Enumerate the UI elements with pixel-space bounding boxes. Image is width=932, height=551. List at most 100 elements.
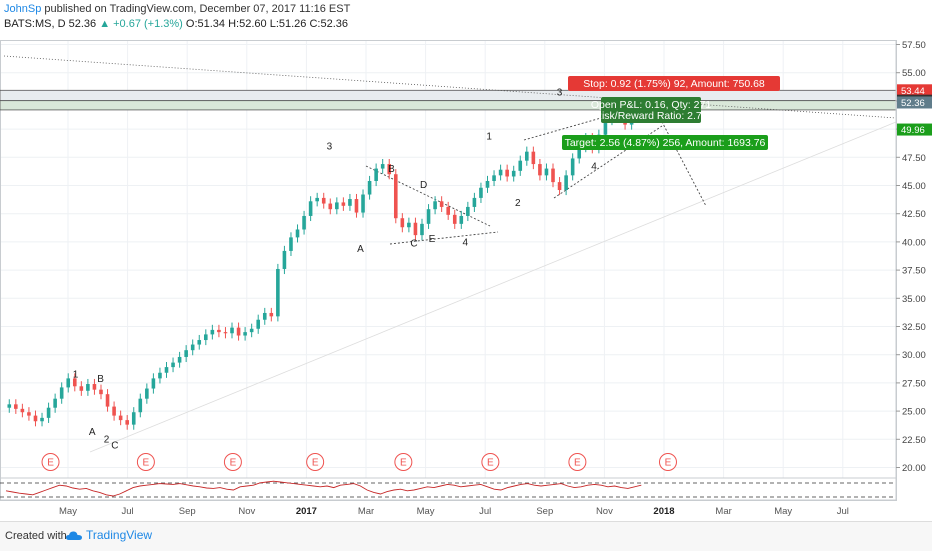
candle (249, 323, 254, 338)
candle (59, 382, 64, 404)
event-marker: E (223, 453, 242, 471)
wave-label: 4 (591, 162, 597, 173)
event-label: E (230, 458, 237, 469)
chart-header: JohnSp published on TradingView.com, Dec… (4, 3, 350, 15)
candle-body (361, 194, 365, 213)
y-tick-label: 47.50 (902, 153, 926, 164)
candle-body (7, 404, 12, 408)
candle-body (321, 197, 326, 204)
candle (570, 153, 575, 181)
wave-label: C (410, 238, 417, 249)
long-support-line (89, 121, 897, 453)
candle-body (498, 169, 503, 176)
candle-body (308, 201, 313, 216)
wave-label: 1 (486, 131, 492, 142)
trendlines (3, 55, 897, 453)
y-tick-label: 45.00 (902, 181, 926, 192)
time-axis: May Jul Sep Nov 2017 Mar May Jul Sep Nov 2018 Mar Ma… (59, 506, 849, 517)
candle-body (393, 174, 398, 219)
candle (505, 164, 509, 182)
candle-body (557, 182, 562, 191)
candle-body (105, 394, 110, 407)
candle-body (86, 384, 90, 391)
event-marker: E (306, 453, 325, 471)
candle (446, 201, 450, 220)
candle (538, 158, 542, 181)
candle (518, 155, 523, 176)
event-marker: E (481, 453, 500, 471)
stop-zone (0, 89, 897, 102)
wave-trendline (365, 165, 491, 227)
price-axis: 57.5055.0052.5050.0047.5045.0042.5040.00… (895, 40, 932, 500)
candle (439, 196, 444, 213)
y-tick-label: 55.00 (902, 68, 926, 79)
candle-body (151, 378, 156, 389)
candle-body (564, 175, 568, 191)
candle-body (551, 168, 555, 183)
candle-body (289, 237, 293, 251)
wave-label: 3 (557, 87, 563, 98)
wave-label: C (111, 440, 118, 451)
x-tick-label: Mar (358, 506, 374, 517)
candle-body (138, 398, 143, 413)
candle (99, 384, 103, 400)
event-circle (41, 453, 60, 471)
candle (472, 192, 477, 213)
candle-body (492, 175, 496, 181)
candle (551, 163, 555, 188)
open-value: O:51.34 (185, 18, 226, 30)
candle-body (452, 214, 457, 224)
candle (380, 158, 385, 174)
candle (511, 165, 516, 182)
candle-body (33, 415, 38, 422)
candle-body (125, 420, 129, 425)
candle (400, 213, 405, 233)
candle (204, 329, 208, 346)
event-marker: E (568, 453, 587, 471)
candle (92, 378, 97, 395)
candle (177, 351, 182, 368)
event-marker: E (658, 453, 677, 471)
event-label: E (47, 458, 54, 469)
candle (164, 362, 169, 378)
candle (341, 197, 346, 211)
candle-body (27, 412, 31, 416)
x-tick-label: Sep (179, 506, 196, 517)
candle (282, 245, 287, 275)
candle (145, 383, 149, 404)
tradingview-logo[interactable]: TradingView (66, 528, 152, 542)
candle (315, 192, 319, 207)
x-tick-label: Jul (122, 506, 134, 517)
candle-body (374, 168, 378, 181)
candle-body (505, 169, 509, 177)
wave-label: 4 (463, 237, 469, 248)
wave-trendline (659, 117, 707, 207)
candle-body (544, 168, 549, 176)
wave-label: 2 (104, 435, 110, 446)
candle-body (20, 408, 25, 413)
y-tick-label: 25.00 (902, 407, 926, 418)
stop-label: Stop: 0.92 (1.75%) 92, Amount: 750.68 (568, 76, 780, 91)
y-tick-label: 30.00 (902, 350, 926, 361)
candle-body (262, 312, 267, 320)
candle (27, 407, 31, 421)
candle (321, 192, 326, 209)
candle-body (256, 319, 261, 329)
candle-body (446, 206, 450, 215)
candle (525, 146, 529, 166)
last-price: 52.36 (68, 18, 97, 30)
candle-body (223, 332, 228, 334)
price-tag-label: 49.96 (901, 125, 925, 136)
low-value: L:51.26 (269, 18, 307, 30)
author-link[interactable]: JohnSp (4, 3, 42, 15)
event-circle (481, 453, 500, 471)
event-circle (223, 453, 242, 471)
price-tag-bg (897, 123, 932, 136)
candle-body (426, 209, 431, 224)
wave-label: 2 (515, 198, 521, 209)
candle (14, 399, 18, 414)
candle-body (485, 180, 490, 188)
